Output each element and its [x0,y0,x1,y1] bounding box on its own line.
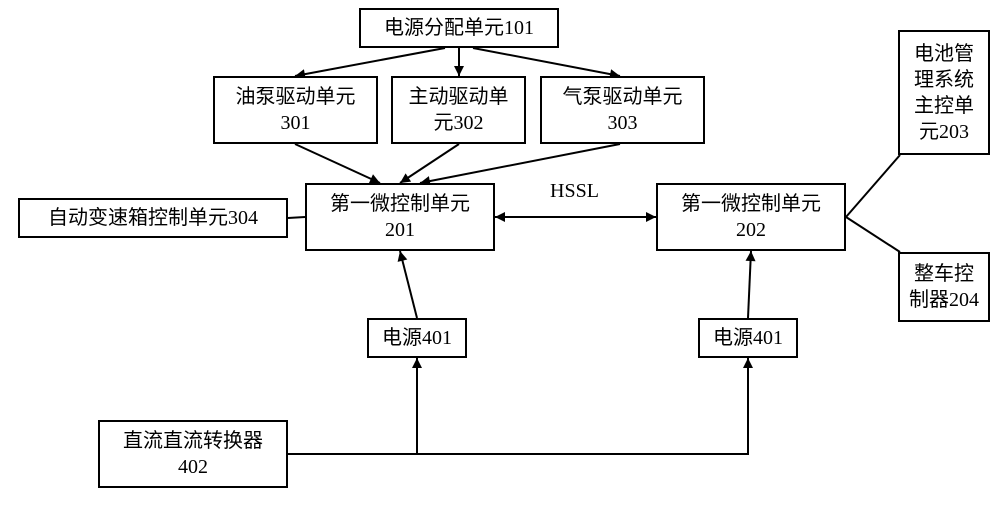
node-n401a: 电源401 [367,318,467,358]
node-n302: 主动驱动单元302 [391,76,526,144]
label-hssl: HSSL [550,180,599,203]
node-n304: 自动变速箱控制单元304 [18,198,288,238]
node-n402: 直流直流转换器402 [98,420,288,488]
node-n301: 油泵驱动单元301 [213,76,378,144]
node-n204: 整车控制器204 [898,252,990,322]
node-n101: 电源分配单元101 [359,8,559,48]
node-n303: 气泵驱动单元303 [540,76,705,144]
node-n401b: 电源401 [698,318,798,358]
node-n203: 电池管理系统主控单元203 [898,30,990,155]
node-n202: 第一微控制单元202 [656,183,846,251]
node-n201: 第一微控制单元201 [305,183,495,251]
